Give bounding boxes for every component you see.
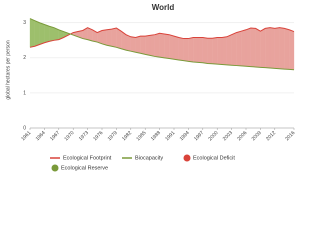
deficit-area [188,37,194,63]
x-tick-label: 1997 [193,130,205,142]
x-tick-label: 2009 [251,130,263,142]
deficit-area [154,33,160,58]
deficit-area [212,37,218,65]
deficit-area [140,35,146,55]
x-tick-label: 1979 [107,130,119,142]
deficit-area [164,33,170,59]
chart-title: World [152,3,175,12]
legend-swatch [51,164,59,172]
deficit-area [279,27,285,70]
deficit-area [159,33,165,59]
x-tick-label: 1964 [35,130,47,142]
y-tick-label: 2 [23,55,26,61]
deficit-area [284,28,290,70]
series-line [29,27,295,48]
x-tick-label: 1991 [164,130,176,142]
deficit-area [231,32,237,66]
deficit-area [106,28,112,47]
deficit-area [245,27,251,67]
deficit-area [265,27,271,69]
deficit-area [226,34,232,66]
deficit-area [207,38,213,64]
deficit-area [178,37,184,61]
reserve-area [49,26,55,42]
deficit-area [183,38,189,62]
x-tick-label: 1967 [49,130,61,142]
deficit-area [241,29,247,67]
y-axis-label: global hectares per person [5,40,11,99]
deficit-area [197,37,203,63]
deficit-area [173,35,179,61]
deficit-area [169,34,175,60]
deficit-area [135,35,141,54]
x-tick-label: 1982 [121,130,133,142]
deficit-area [274,27,280,69]
deficit-area [125,34,131,52]
deficit-area [289,29,295,70]
deficit-area [250,27,256,68]
x-tick-label: 1985 [135,130,147,142]
x-tick-label: 1994 [179,130,191,142]
x-tick-label: 2016 [284,130,296,142]
x-tick-label: 2000 [207,130,219,142]
x-tick-label: 2006 [236,130,248,142]
deficit-area [255,28,261,68]
y-tick-label: 0 [23,125,26,131]
x-tick-label: 2012 [265,130,277,142]
deficit-area [193,37,199,63]
x-tick-label: 1976 [92,130,104,142]
x-tick-label: 1973 [78,130,90,142]
x-tick-label: 1970 [63,130,75,142]
y-tick-label: 1 [23,90,26,96]
series-line [29,18,295,71]
deficit-area [111,27,117,48]
x-tick-label: 2003 [222,130,234,142]
deficit-area [217,37,223,65]
deficit-area [236,30,242,67]
deficit-area [149,34,155,57]
reserve-area [44,24,50,43]
deficit-area [221,36,227,66]
deficit-area [145,35,151,56]
deficit-area [260,28,266,68]
y-tick-label: 3 [23,20,26,26]
chart: World global hectares per person 0 1 2 3 196… [5,3,297,172]
legend-label: Biocapacity [135,155,163,161]
legend-label: Ecological Deficit [193,155,235,161]
page: World global hectares per person 0 1 2 3 196… [5,3,297,172]
legend-swatch [183,154,191,162]
deficit-area [130,36,136,53]
reserve-area [29,18,35,48]
deficit-area [202,37,208,64]
reserve-area [39,22,45,45]
deficit-area [269,27,275,69]
legend-label: Ecological Reserve [61,165,108,171]
reserve-area [34,20,40,47]
x-tick-label: 1961 [20,130,32,142]
legend-label: Ecological Footprint [63,155,112,161]
x-tick-label: 1988 [150,130,162,142]
deficit-area [101,29,107,46]
